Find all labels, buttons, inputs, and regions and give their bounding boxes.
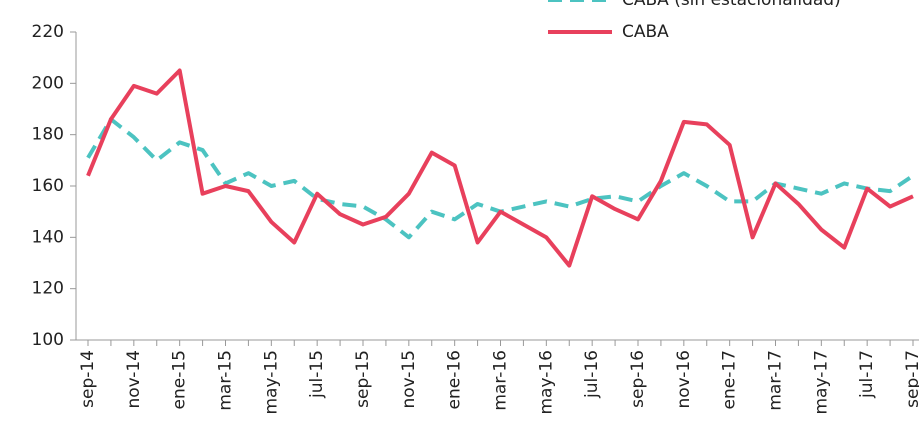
x-tick-label: may-15 (261, 350, 281, 415)
x-tick-label: jul-17 (857, 350, 877, 399)
x-tick-label: nov-15 (399, 350, 419, 409)
x-tick-label: nov-14 (124, 350, 144, 409)
legend-label: CABA (622, 22, 669, 42)
x-tick-label: ene-15 (170, 350, 190, 409)
x-tick-label: mar-15 (216, 350, 236, 411)
y-tick-label: 100 (32, 330, 64, 350)
y-tick-label: 220 (32, 22, 64, 42)
x-tick-label: jul-16 (582, 350, 602, 399)
x-tick-label: sep-17 (903, 350, 919, 408)
x-tick-label: ene-16 (445, 350, 465, 409)
x-tick-label: mar-17 (766, 350, 786, 411)
y-tick-label: 200 (32, 73, 64, 93)
x-tick-label: sep-16 (628, 350, 648, 408)
y-tick-label: 140 (32, 227, 64, 247)
x-tick-label: may-17 (811, 350, 831, 415)
x-tick-label: mar-16 (491, 350, 511, 411)
x-tick-label: ene-17 (720, 350, 740, 409)
legend-label: CABA (sin estacionalidad) (622, 0, 841, 10)
y-tick-label: 120 (32, 279, 64, 299)
x-tick-label: nov-16 (674, 350, 694, 409)
y-tick-label: 180 (32, 125, 64, 145)
series-line (86, 68, 914, 268)
x-tick-label: may-16 (536, 350, 556, 415)
y-tick-label: 160 (32, 176, 64, 196)
x-tick-label: jul-15 (307, 350, 327, 399)
series-line (86, 117, 915, 240)
x-tick-label: sep-15 (353, 350, 373, 408)
x-tick-label: sep-14 (78, 350, 98, 408)
